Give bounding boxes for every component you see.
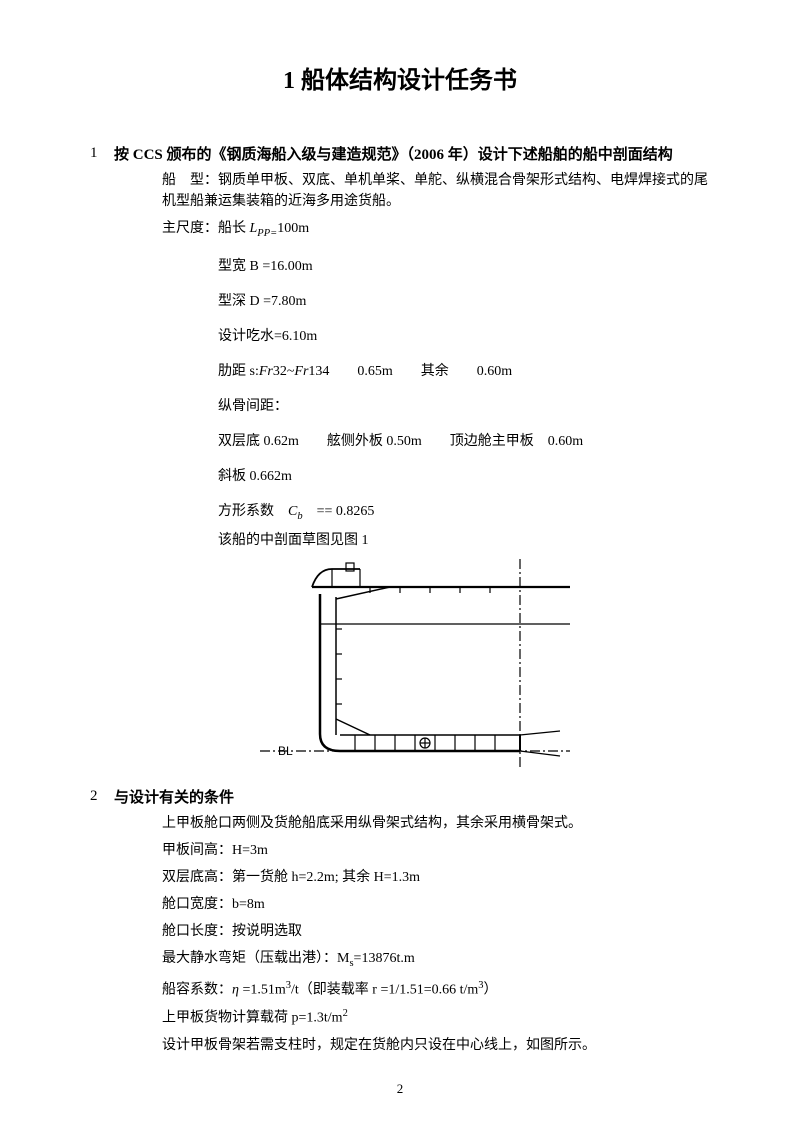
ship-type-label: 船 型： [162, 173, 218, 188]
midsection-diagram: BL [260, 559, 710, 774]
lpp: 船长 LPP=100m [218, 221, 309, 236]
section-2-title: 与设计有关的条件 [114, 788, 710, 809]
dim-cb: 方形系数 Cb == 0.8265 [218, 501, 710, 525]
section-2-number: 2 [90, 788, 114, 805]
dim-b: 型宽 B =16.00m [218, 256, 710, 277]
baseline-label: BL [278, 744, 293, 758]
sec2-l8: 上甲板货物计算载荷 p=1.3t/m2 [162, 1006, 710, 1029]
dims-row: 主尺度：船长 LPP=100m [162, 218, 710, 242]
dim-d: 型深 D =7.80m [218, 291, 710, 312]
dim-frame: 肋距 s:Fr32~Fr134 0.65m 其余 0.60m [218, 361, 710, 382]
sec2-l4: 舱口宽度：b=8m [162, 894, 710, 915]
sec2-l6: 最大静水弯矩（压载出港）：Ms=13876t.m [162, 948, 710, 972]
page-number: 2 [0, 1081, 800, 1097]
sec2-l3: 双层底高：第一货舱 h=2.2m; 其余 H=1.3m [162, 867, 710, 888]
section-1-title: 按 CCS 颁布的《钢质海船入级与建造规范》（2006 年）设计下述船舶的船中剖… [114, 145, 710, 166]
dims-label: 主尺度： [162, 221, 218, 236]
dim-draft: 设计吃水=6.10m [218, 326, 710, 347]
sec2-l1: 上甲板舱口两侧及货舱船底采用纵骨架式结构，其余采用横骨架式。 [162, 813, 710, 834]
sec2-l9: 设计甲板骨架若需支柱时，规定在货舱内只设在中心线上，如图所示。 [162, 1035, 710, 1056]
sec2-l7: 船容系数：η =1.51m3/t（即装载率 r =1/1.51=0.66 t/m… [162, 978, 710, 1001]
fig-ref: 该船的中剖面草图见图 1 [218, 530, 710, 551]
sec2-l5: 舱口长度：按说明选取 [162, 921, 710, 942]
page-title: 1 船体结构设计任务书 [90, 60, 710, 95]
dim-db: 双层底 0.62m 舷侧外板 0.50m 顶边舱主甲板 0.60m [218, 431, 710, 452]
ship-type-text: 钢质单甲板、双底、单机单桨、单舵、纵横混合骨架形式结构、电焊焊接式的尾机型船兼运… [162, 173, 708, 209]
section-2-head: 2 与设计有关的条件 [90, 788, 710, 809]
section-1-head: 1 按 CCS 颁布的《钢质海船入级与建造规范》（2006 年）设计下述船舶的船… [90, 145, 710, 166]
cross-section-svg: BL [260, 559, 570, 769]
dim-long-spacing: 纵骨间距： [218, 396, 710, 417]
dim-slant: 斜板 0.662m [218, 466, 710, 487]
ship-type-row: 船 型：钢质单甲板、双底、单机单桨、单舵、纵横混合骨架形式结构、电焊焊接式的尾机… [162, 170, 710, 212]
section-1-number: 1 [90, 145, 114, 162]
sec2-l2: 甲板间高：H=3m [162, 840, 710, 861]
